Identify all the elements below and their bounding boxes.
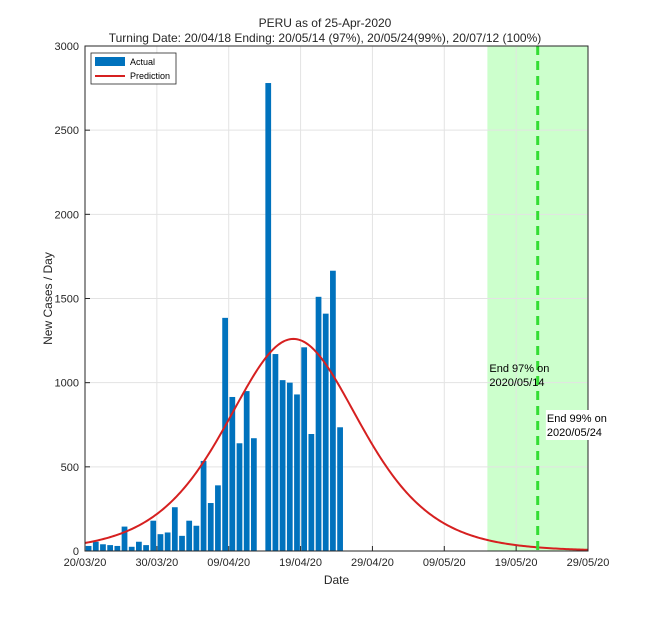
bar — [243, 391, 250, 551]
bar — [193, 525, 200, 551]
bar — [229, 396, 236, 551]
legend-label-actual: Actual — [130, 57, 155, 67]
x-tick-label: 29/05/20 — [567, 557, 610, 569]
x-tick-label: 09/04/20 — [207, 557, 250, 569]
bar — [107, 545, 114, 551]
legend-swatch-actual — [95, 57, 125, 66]
prediction-line — [84, 337, 589, 551]
bar — [114, 545, 121, 551]
x-tick-label: 09/05/20 — [423, 557, 466, 569]
y-tick-label: 2000 — [55, 209, 79, 221]
bar — [222, 317, 228, 551]
y-tick-label: 1500 — [55, 294, 79, 306]
y-tick-label: 500 — [61, 462, 79, 474]
bar — [143, 545, 149, 551]
bar — [215, 485, 221, 551]
legend-label-prediction: Prediction — [130, 71, 170, 81]
bar — [92, 541, 99, 551]
annotation-end-99: 2020/05/24 — [547, 427, 602, 439]
bar — [150, 520, 157, 551]
bar — [171, 507, 178, 551]
bar — [315, 296, 322, 551]
y-tick-label: 0 — [73, 546, 79, 558]
bar — [164, 532, 171, 551]
bar — [200, 460, 207, 551]
x-tick-label: 20/03/20 — [64, 557, 107, 569]
bar — [308, 434, 315, 551]
x-axis-label: Date — [324, 573, 350, 587]
chart-subtitle: Turning Date: 20/04/18 Ending: 20/05/14 … — [108, 31, 542, 45]
bar — [136, 541, 142, 551]
bar — [100, 544, 106, 551]
bar — [207, 503, 214, 551]
bar — [85, 545, 92, 551]
bar — [330, 270, 336, 551]
bar — [294, 394, 300, 551]
bar — [322, 313, 329, 551]
annotation-end-99: End 99% on — [547, 413, 607, 425]
annotation-end-97: 2020/05/14 — [489, 377, 544, 389]
bar — [179, 535, 185, 551]
x-tick-label: 19/04/20 — [279, 557, 322, 569]
bar — [337, 427, 343, 551]
x-tick-label: 19/05/20 — [495, 557, 538, 569]
chart-title: PERU as of 25-Apr-2020 — [258, 16, 392, 30]
bar — [279, 380, 286, 551]
bar — [121, 526, 128, 551]
y-tick-label: 2500 — [55, 125, 79, 137]
y-axis-label: New Cases / Day — [41, 252, 55, 345]
y-tick-label: 3000 — [55, 41, 79, 53]
bar — [272, 354, 279, 551]
bar — [265, 83, 272, 552]
x-tick-label: 30/03/20 — [135, 557, 178, 569]
bar — [286, 382, 293, 551]
annotation-background — [545, 410, 604, 440]
bar — [157, 534, 164, 551]
bar — [186, 520, 193, 551]
bar — [128, 546, 135, 551]
y-tick-label: 1000 — [55, 378, 79, 390]
bar — [301, 347, 308, 551]
annotation-end-97: End 97% on — [489, 363, 549, 375]
bar — [236, 443, 243, 551]
bar — [250, 438, 257, 551]
x-tick-label: 29/04/20 — [351, 557, 394, 569]
